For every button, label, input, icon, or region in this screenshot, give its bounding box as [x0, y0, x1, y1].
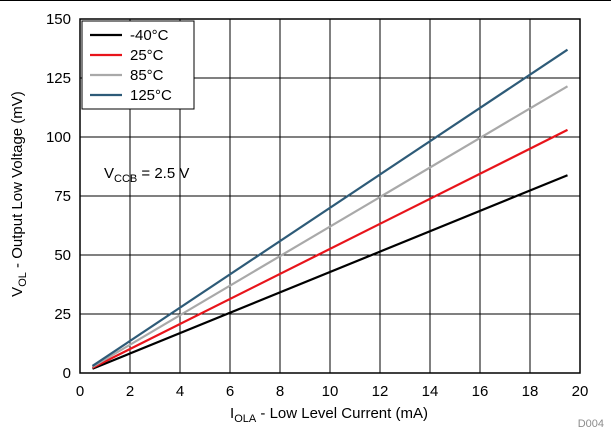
y-tick-label: 125	[46, 70, 71, 87]
legend-label: 125°C	[130, 87, 172, 104]
legend-label: -40°C	[130, 27, 169, 44]
x-tick-label: 4	[176, 383, 184, 400]
x-tick-label: 12	[372, 383, 389, 400]
y-tick-label: 75	[54, 188, 71, 205]
x-tick-label: 2	[126, 383, 134, 400]
legend-label: 25°C	[130, 47, 164, 64]
tick-labels: 0 2 4 6 8 10 12 14 16 18 20 0 25 50 75 100 125 150	[46, 11, 588, 400]
series-line	[92, 174, 568, 370]
plot-frame	[79, 18, 581, 374]
vccb-annotation: VCCB = 2.5 V	[104, 165, 189, 185]
y-axis-label-main: V	[9, 287, 26, 297]
y-tick-label: 0	[63, 365, 71, 382]
y-tick-label: 25	[54, 306, 71, 323]
x-tick-label: 14	[422, 383, 439, 400]
annotation-rest: = 2.5 V	[137, 165, 189, 182]
figure-code: D004	[578, 418, 604, 430]
x-axis-label: IOLA - Low Level Current (mA)	[230, 405, 428, 425]
x-tick-label: 6	[226, 383, 234, 400]
x-tick-label: 0	[76, 383, 84, 400]
x-tick-label: 16	[472, 383, 489, 400]
series-lines	[91, 48, 569, 370]
grid-lines	[80, 19, 580, 373]
x-tick-label: 20	[572, 383, 589, 400]
annotation-main: V	[104, 165, 114, 182]
x-axis-label-sub: OLA	[234, 413, 257, 425]
legend: -40°C 25°C 85°C 125°C	[81, 20, 195, 110]
y-axis-label-sub: OL	[17, 272, 29, 287]
y-tick-label: 150	[46, 11, 71, 28]
series-line	[91, 85, 569, 368]
series-line	[91, 48, 569, 367]
y-axis-label: VOL - Output Low Voltage (mV)	[9, 91, 29, 297]
legend-label: 85°C	[130, 67, 164, 84]
y-axis-label-rest: - Output Low Voltage (mV)	[9, 91, 26, 272]
x-tick-label: 18	[522, 383, 539, 400]
y-tick-label: 100	[46, 129, 71, 146]
y-tick-label: 50	[54, 247, 71, 264]
annotation-sub: CCB	[114, 173, 137, 185]
x-tick-label: 10	[322, 383, 339, 400]
x-axis-label-main: I	[230, 405, 234, 422]
x-tick-label: 8	[276, 383, 284, 400]
series-line	[92, 128, 568, 369]
x-axis-label-rest: - Low Level Current (mA)	[256, 405, 428, 422]
